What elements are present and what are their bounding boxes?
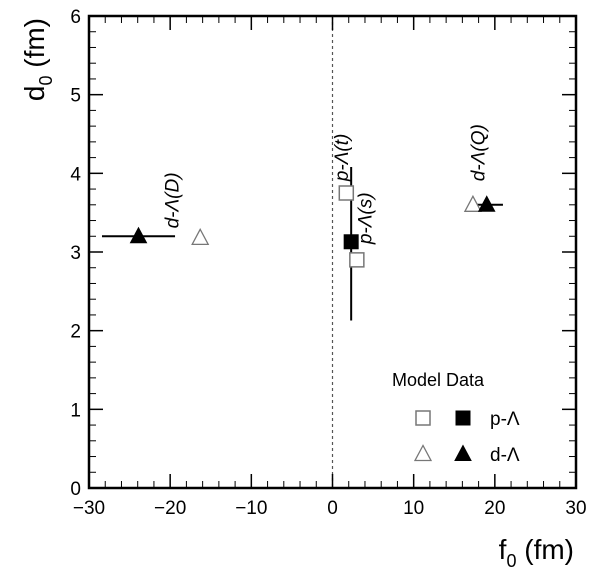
annotation-group: d-Λ(D) [162, 172, 183, 228]
y-tick-label: 1 [70, 400, 81, 421]
x-axis-ticks: −30 −20 −10 0 10 20 30 [73, 16, 587, 519]
y-tick-label: 4 [70, 164, 81, 185]
legend-model-marker [416, 411, 430, 425]
y-tick-label: 0 [70, 479, 81, 500]
annotation-label: d-Λ(D) [162, 172, 183, 228]
x-tick-label: 20 [484, 498, 505, 519]
annotation-label: p-Λ(t) [332, 134, 353, 183]
data-point-open-square [350, 253, 364, 267]
legend-label: p-Λ [490, 409, 520, 430]
legend-data-marker [456, 411, 470, 425]
annotation-group: d-Λ(Q) [468, 124, 489, 181]
annotation-group: p-Λ(s) [355, 192, 376, 245]
x-tick-label: −10 [235, 498, 267, 519]
annotation-label: d-Λ(Q) [468, 124, 489, 181]
y-axis-title: d0 (fm) [19, 18, 56, 101]
legend-label: d-Λ [490, 445, 520, 466]
y-tick-label: 5 [70, 86, 81, 107]
x-tick-label: −20 [154, 498, 186, 519]
annotation-group: p-Λ(t) [332, 134, 353, 183]
data-point-open-triangle [192, 229, 208, 244]
x-tick-label: 10 [403, 498, 424, 519]
legend: Model Data p-Λ d-Λ [392, 370, 520, 466]
legend-title: Model Data [392, 370, 485, 390]
point-annotations: d-Λ(D) p-Λ(t)p-Λ(s) d-Λ(Q) [162, 124, 489, 245]
y-tick-label: 3 [70, 243, 81, 264]
legend-model-marker [415, 446, 431, 461]
x-tick-label: 30 [565, 498, 586, 519]
y-tick-label: 2 [70, 322, 81, 343]
legend-entries: p-Λ d-Λ [415, 409, 520, 466]
data-point-open-square [339, 186, 353, 200]
legend-data-marker [455, 446, 471, 461]
annotation-label: p-Λ(s) [355, 192, 376, 245]
x-tick-label: −30 [73, 498, 105, 519]
x-tick-label: 0 [327, 498, 338, 519]
y-tick-label: 6 [70, 7, 81, 28]
x-axis-title: f0 (fm) [499, 534, 574, 571]
data-points [131, 186, 495, 267]
